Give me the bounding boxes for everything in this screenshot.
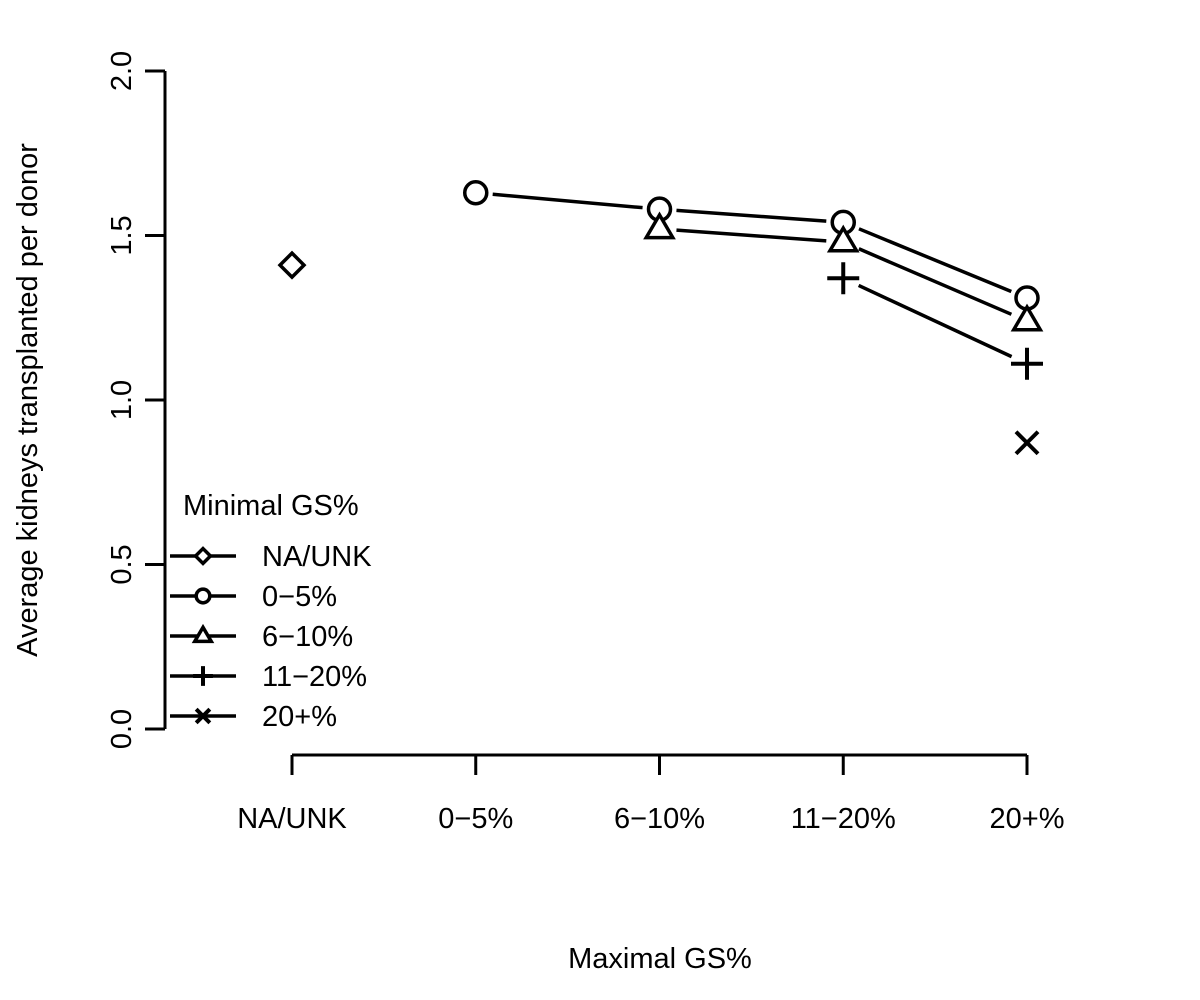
x-tick-label: 11−20% <box>791 803 896 835</box>
x-tick-label: 6−10% <box>614 803 705 835</box>
legend-marker-plus <box>193 666 213 686</box>
data-point-cross <box>1014 430 1040 456</box>
series-line-segment <box>676 228 827 243</box>
x-axis: NA/UNK 0−5% 6−10% 11−20% 20+% <box>237 753 1065 835</box>
y-tick-label: 1.0 <box>106 380 138 420</box>
series-line-segment <box>492 192 643 210</box>
legend: Minimal GS% NA/UNK 0−5% 6−10% 11−20% 20+% <box>170 490 372 733</box>
series-line-segment <box>858 247 1013 316</box>
series-cross <box>1014 430 1040 456</box>
legend-label: 0−5% <box>262 581 337 613</box>
y-axis-title: Average kidneys transplanted per donor <box>12 143 44 657</box>
legend-label: NA/UNK <box>262 541 372 573</box>
legend-label: 6−10% <box>262 621 353 653</box>
series-line-segment <box>676 208 827 223</box>
series-line-segment <box>857 283 1013 359</box>
data-point-circle <box>463 179 489 206</box>
series-layer <box>277 179 1044 456</box>
series-triangle <box>643 211 1044 332</box>
y-tick-label: 2.0 <box>106 51 138 91</box>
data-point-plus <box>1011 347 1043 380</box>
legend-marker-triangle <box>191 623 215 644</box>
data-point-triangle <box>643 211 676 240</box>
legend-label: 11−20% <box>262 661 367 693</box>
y-axis: 0.0 0.5 1.0 1.5 2.0 <box>106 51 167 749</box>
y-tick-label: 1.5 <box>106 215 138 255</box>
x-tick-label: 20+% <box>990 803 1065 835</box>
series-circle <box>463 179 1040 311</box>
x-tick-label: 0−5% <box>438 803 513 835</box>
series-diamond <box>277 250 307 280</box>
data-point-triangle <box>1010 303 1044 332</box>
data-point-plus <box>827 262 860 295</box>
x-tick-label: NA/UNK <box>237 803 347 835</box>
y-tick-label: 0.0 <box>106 709 138 749</box>
legend-marker-circle <box>194 587 212 605</box>
series-line-segment <box>858 227 1012 294</box>
data-point-diamond <box>277 250 307 280</box>
data-point-triangle <box>826 224 860 253</box>
legend-title: Minimal GS% <box>183 490 359 522</box>
legend-marker-cross <box>194 707 212 725</box>
legend-marker-diamond <box>193 546 213 566</box>
series-plus <box>827 262 1043 380</box>
x-axis-title: Maximal GS% <box>568 943 752 975</box>
legend-label: 20+% <box>262 701 337 733</box>
y-tick-label: 0.5 <box>106 544 138 584</box>
